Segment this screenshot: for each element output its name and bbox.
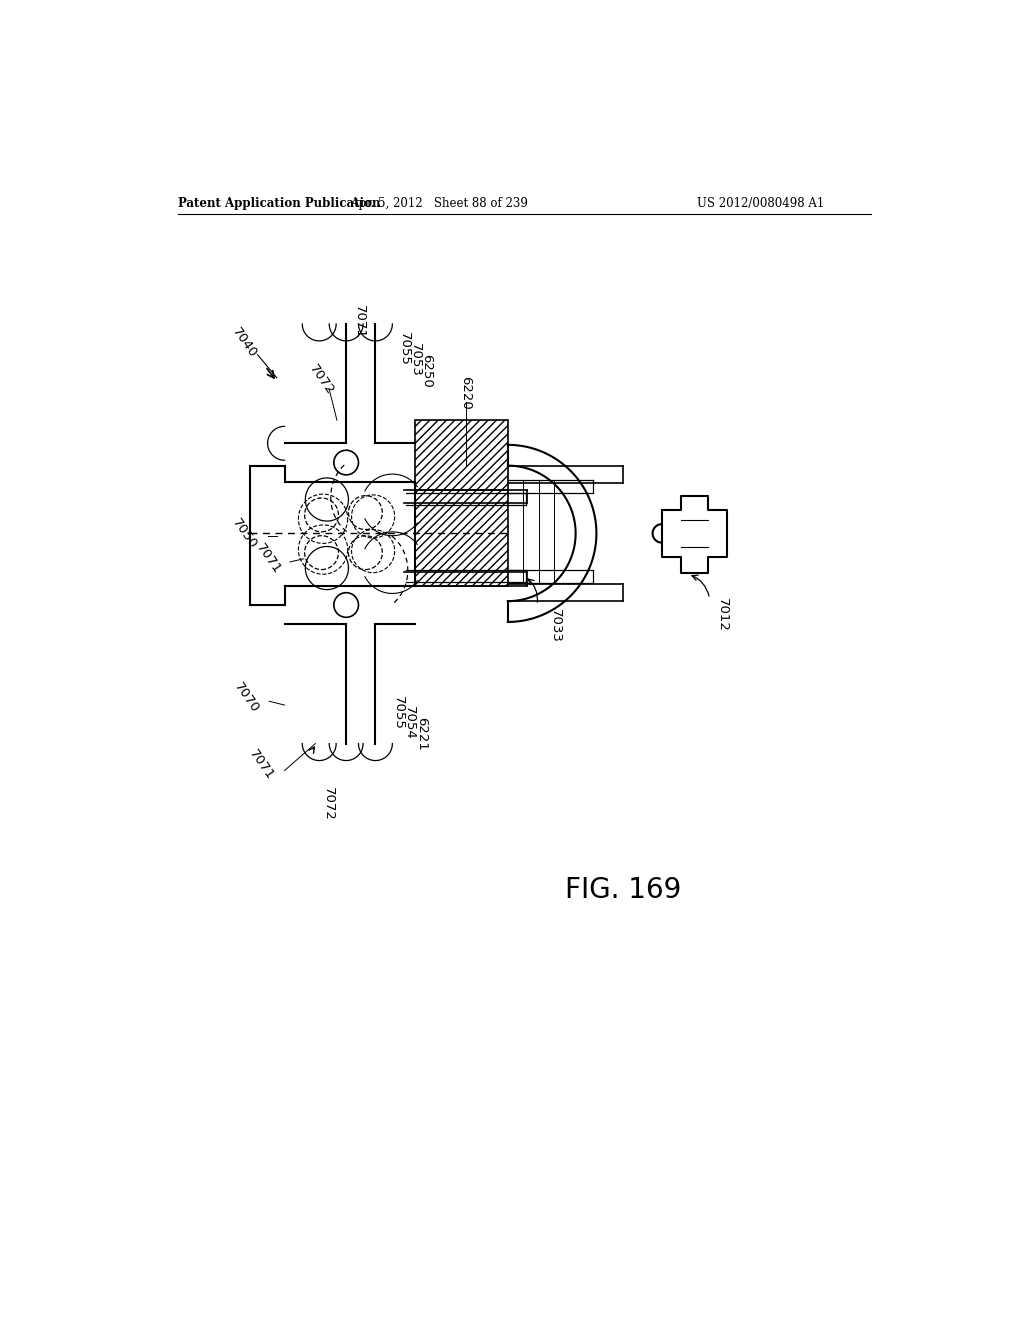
Text: 7033: 7033: [549, 609, 562, 643]
Text: 6250: 6250: [420, 354, 433, 388]
Bar: [416, 490, 508, 586]
Text: 7053: 7053: [409, 343, 422, 378]
Text: 6220: 6220: [459, 376, 472, 411]
Text: 7012: 7012: [716, 598, 729, 632]
Text: 7055: 7055: [392, 696, 406, 730]
Text: Patent Application Publication: Patent Application Publication: [178, 197, 381, 210]
Text: US 2012/0080498 A1: US 2012/0080498 A1: [696, 197, 823, 210]
Text: 7071: 7071: [247, 747, 276, 781]
Text: Apr. 5, 2012   Sheet 88 of 239: Apr. 5, 2012 Sheet 88 of 239: [349, 197, 527, 210]
Text: 7071: 7071: [352, 305, 366, 339]
Text: 7040: 7040: [229, 326, 259, 360]
Text: 7050: 7050: [230, 516, 260, 550]
Text: 7072: 7072: [306, 363, 337, 397]
Text: 6221: 6221: [415, 718, 428, 751]
Bar: [416, 420, 508, 490]
Text: 7070: 7070: [231, 680, 261, 715]
Text: FIG. 169: FIG. 169: [565, 876, 682, 904]
Text: 7072: 7072: [322, 787, 335, 821]
Text: 7071: 7071: [253, 541, 283, 577]
Text: 7054: 7054: [402, 706, 416, 739]
Text: 7055: 7055: [397, 333, 411, 366]
